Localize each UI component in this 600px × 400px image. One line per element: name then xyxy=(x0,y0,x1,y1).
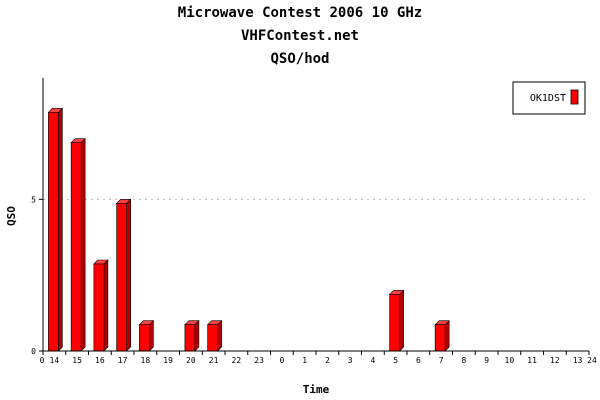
bar-side xyxy=(444,319,450,352)
bar-side xyxy=(194,319,200,352)
bar-front xyxy=(434,324,446,352)
bar-side xyxy=(399,289,404,352)
x-tick-label: 10 xyxy=(505,356,515,365)
bar-side xyxy=(126,198,131,352)
x-tick-label: 1 xyxy=(302,356,307,365)
bar xyxy=(47,107,64,352)
legend-swatch xyxy=(570,89,579,105)
bars-layer xyxy=(47,107,450,352)
bar-front xyxy=(70,142,82,352)
x-tick-label: 2 xyxy=(325,356,330,365)
legend: OK1DST xyxy=(512,81,586,115)
bar xyxy=(434,319,450,352)
x-tick-label: 18 xyxy=(141,356,151,365)
x-tick-label: 16 xyxy=(95,356,105,365)
x-tick-label: 17 xyxy=(118,356,128,365)
bar-side xyxy=(217,319,222,352)
bar-front xyxy=(48,112,59,352)
x-tick-label: 19 xyxy=(163,356,173,365)
bar-front xyxy=(116,203,127,352)
x-tick-label: 0 xyxy=(279,356,284,365)
bar xyxy=(115,198,132,352)
bar-side xyxy=(58,107,63,352)
bar-front xyxy=(207,324,218,352)
chart-title: Microwave Contest 2006 10 GHz xyxy=(177,5,423,21)
x-tick-label: 9 xyxy=(484,356,489,365)
bar xyxy=(184,319,200,352)
x-tick-label: 7 xyxy=(439,356,444,365)
x-tick-label: 8 xyxy=(461,356,466,365)
bar xyxy=(206,319,223,352)
x-tick-label: 11 xyxy=(527,356,537,365)
bar xyxy=(93,259,109,352)
x-axis-start-label: 0 xyxy=(40,356,45,365)
x-tick-label: 20 xyxy=(186,356,196,365)
bar-side xyxy=(103,259,109,352)
x-tick-label: 15 xyxy=(72,356,82,365)
axes-layer xyxy=(39,78,590,355)
bar-front xyxy=(184,324,196,352)
bar-front xyxy=(389,294,400,352)
bar-front xyxy=(139,324,150,352)
x-tick-label: 23 xyxy=(254,356,264,365)
chart-subtitle: VHFContest.net xyxy=(240,28,359,44)
x-tick-label: 6 xyxy=(416,356,421,365)
bar xyxy=(388,289,405,352)
bar-side xyxy=(149,319,154,352)
bar xyxy=(138,319,155,352)
x-tick-label: 14 xyxy=(50,356,60,365)
x-axis-title: Time xyxy=(303,383,330,396)
x-tick-label: 13 xyxy=(573,356,583,365)
x-axis-end-label: 24 xyxy=(587,356,597,365)
bar-front xyxy=(93,263,105,352)
y-axis-title: QSO xyxy=(5,206,18,226)
bar xyxy=(70,137,86,352)
x-tick-label: 5 xyxy=(393,356,398,365)
x-tick-label: 3 xyxy=(348,356,353,365)
chart-unit-label: QSO/hod xyxy=(270,51,330,67)
x-tick-label: 22 xyxy=(232,356,242,365)
legend-label: OK1DST xyxy=(530,93,566,104)
y-tick-label: 0 xyxy=(31,347,36,356)
x-tick-label: 12 xyxy=(550,356,560,365)
y-tick-label: 5 xyxy=(31,195,36,204)
bar-side xyxy=(80,137,86,352)
x-tick-label: 4 xyxy=(370,356,375,365)
x-tick-label: 21 xyxy=(209,356,219,365)
